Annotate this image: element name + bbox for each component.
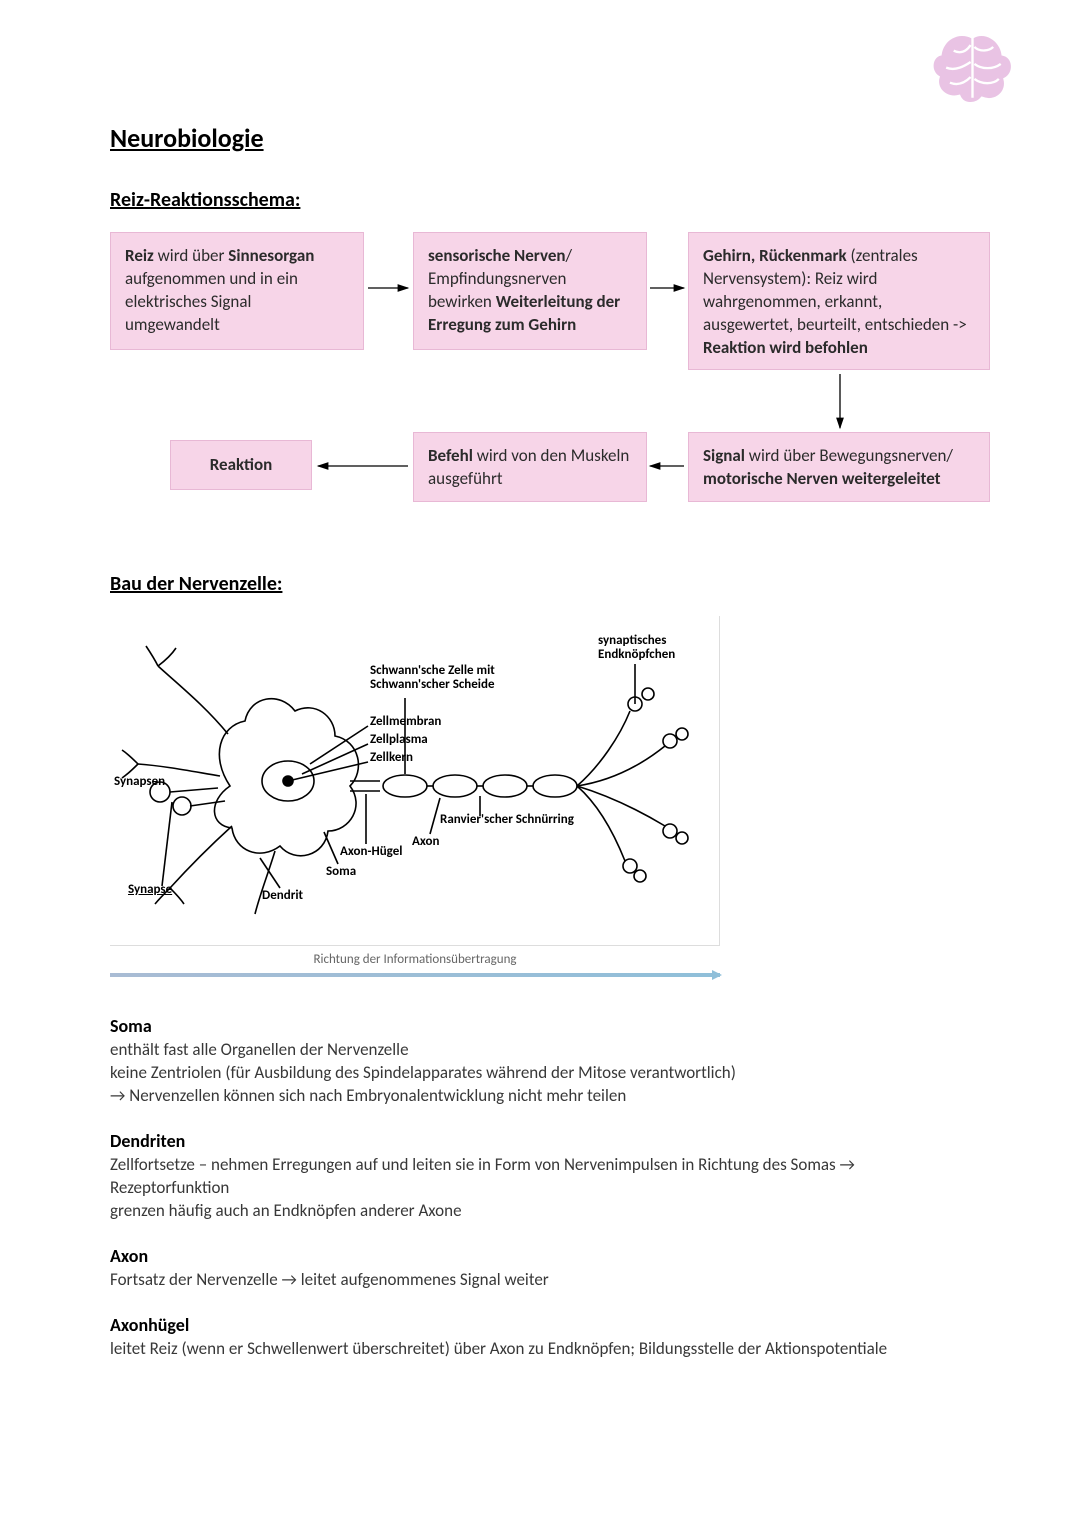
term-axon: Axon Fortsatz der Nervenzelle → leitet a… xyxy=(110,1245,970,1292)
schema-box-befehl: Befehl wird von den Muskeln ausgeführt xyxy=(413,432,647,502)
term-axonhuegel-text: leitet Reiz (wenn er Schwellenwert übers… xyxy=(110,1338,970,1361)
label-zellkern: Zellkern xyxy=(370,750,413,765)
term-dendriten-text: Zellfortsetze – nehmen Erregungen auf un… xyxy=(110,1154,970,1223)
term-dendriten-heading: Dendriten xyxy=(110,1130,970,1152)
direction-label: Richtung der Informationsübertragung xyxy=(110,952,720,967)
schema-box-signal: Signal wird über Bewegungsnerven/ motori… xyxy=(688,432,990,502)
term-soma: Soma enthält fast alle Organellen der Ne… xyxy=(110,1015,970,1108)
neuron-diagram: synaptisches Endknöpfchen Schwann'sche Z… xyxy=(110,616,720,946)
label-dendrit: Dendrit xyxy=(262,888,303,903)
label-synapse: Synapse xyxy=(128,882,172,897)
section-heading-schema: Reiz-Reaktionsschema: xyxy=(110,188,970,212)
term-soma-heading: Soma xyxy=(110,1015,970,1037)
schema-box-sensorisch: sensorische Nerven/ Empfindungsnerven be… xyxy=(413,232,647,350)
term-axonhuegel-heading: Axonhügel xyxy=(110,1314,970,1336)
term-axon-text: Fortsatz der Nervenzelle → leitet aufgen… xyxy=(110,1269,970,1292)
label-endknopf: synaptisches Endknöpfchen xyxy=(598,634,708,663)
reiz-schema: Reiz wird über Sinnesorgan aufgenommen u… xyxy=(110,232,990,542)
label-synapsen: Synapsen xyxy=(114,774,165,789)
label-ranvier: Ranvier'scher Schnürring xyxy=(440,812,574,827)
term-axonhuegel: Axonhügel leitet Reiz (wenn er Schwellen… xyxy=(110,1314,970,1361)
schema-box-gehirn: Gehirn, Rückenmark (zentrales Nervensyst… xyxy=(688,232,990,370)
schema-box-reiz: Reiz wird über Sinnesorgan aufgenommen u… xyxy=(110,232,364,350)
label-soma: Soma xyxy=(326,864,356,879)
brain-icon xyxy=(925,30,1020,110)
schema-box-reaktion: Reaktion xyxy=(170,440,312,490)
direction-arrow xyxy=(110,973,720,977)
term-dendriten: Dendriten Zellfortsetze – nehmen Erregun… xyxy=(110,1130,970,1223)
label-zellplasma: Zellplasma xyxy=(370,732,428,747)
label-axon: Axon xyxy=(412,834,440,849)
label-schwann: Schwann'sche Zelle mit Schwann'scher Sch… xyxy=(370,664,540,693)
term-soma-text: enthält fast alle Organellen der Nervenz… xyxy=(110,1039,970,1108)
label-axonhuegel: Axon-Hügel xyxy=(340,844,402,859)
section-heading-nervenzelle: Bau der Nervenzelle: xyxy=(110,572,970,596)
term-axon-heading: Axon xyxy=(110,1245,970,1267)
label-zellmembran: Zellmembran xyxy=(370,714,441,729)
page-title: Neurobiologie xyxy=(110,122,970,154)
